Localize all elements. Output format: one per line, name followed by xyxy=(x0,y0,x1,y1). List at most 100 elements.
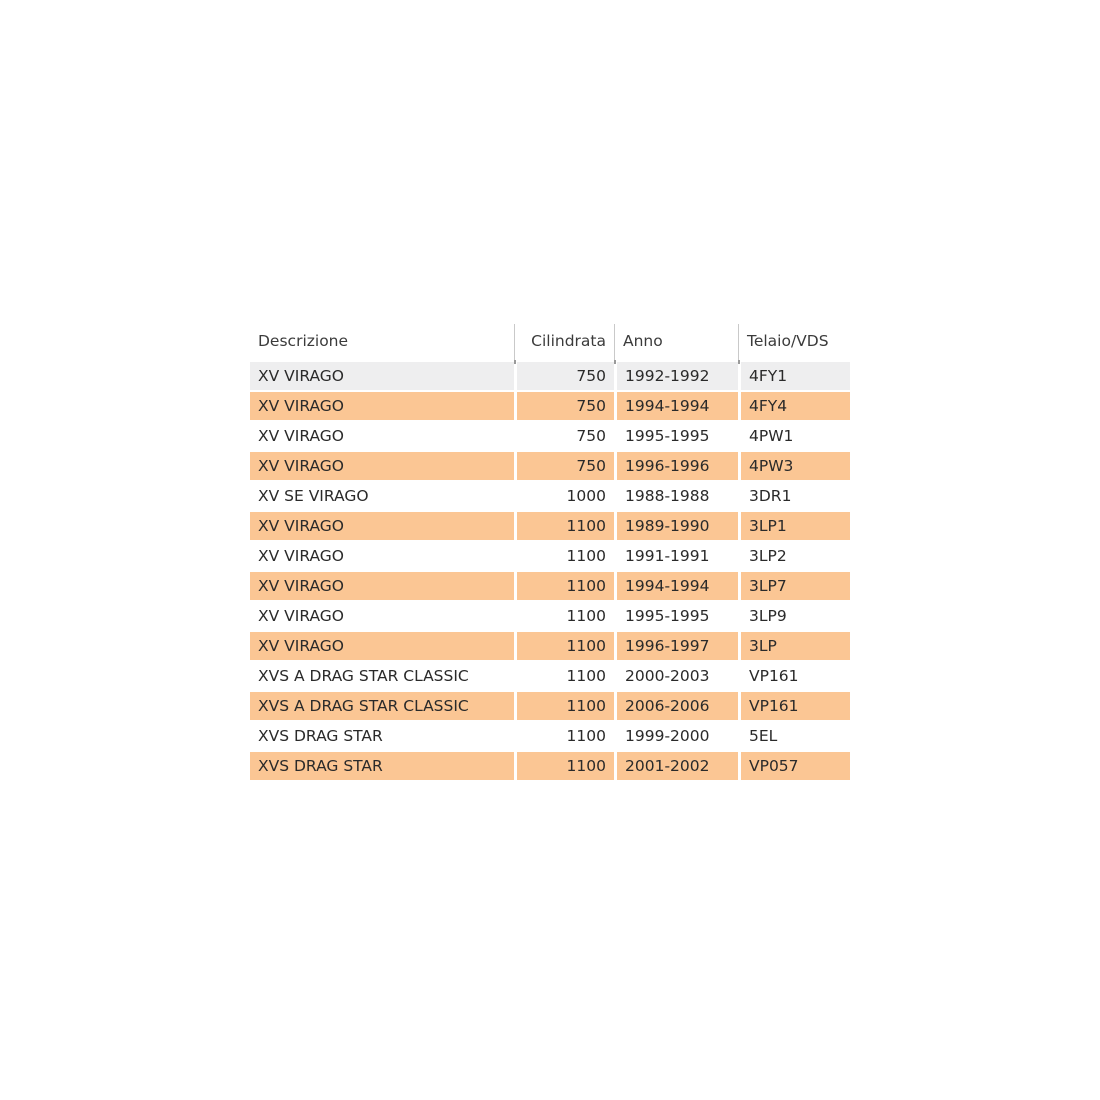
cell-cilindrata: 1100 xyxy=(514,571,614,601)
cell-value-cilindrata: 1100 xyxy=(517,512,614,540)
table-row[interactable]: XV VIRAGO 750 1996-1996 4PW3 xyxy=(250,451,850,481)
cell-descrizione: XVS A DRAG STAR CLASSIC xyxy=(250,661,514,691)
cell-cilindrata: 1100 xyxy=(514,691,614,721)
cell-value-cilindrata: 1100 xyxy=(517,542,614,570)
cell-cilindrata: 1100 xyxy=(514,661,614,691)
cell-value-cilindrata: 1100 xyxy=(517,722,614,750)
table-row[interactable]: XV VIRAGO 750 1995-1995 4PW1 xyxy=(250,421,850,451)
cell-value-cilindrata: 1100 xyxy=(517,602,614,630)
cell-value-anno: 1995-1995 xyxy=(617,422,738,450)
cell-anno: 1999-2000 xyxy=(614,721,738,751)
table-row[interactable]: XV SE VIRAGO 1000 1988-1988 3DR1 xyxy=(250,481,850,511)
cell-cilindrata: 1100 xyxy=(514,511,614,541)
cell-value-anno: 1989-1990 xyxy=(617,512,738,540)
cell-cilindrata: 1100 xyxy=(514,601,614,631)
cell-value-telaio: 5EL xyxy=(741,722,850,750)
cell-value-cilindrata: 750 xyxy=(517,422,614,450)
cell-value-anno: 1996-1997 xyxy=(617,632,738,660)
cell-value-telaio: 4FY1 xyxy=(741,362,850,390)
cell-value-cilindrata: 750 xyxy=(517,452,614,480)
cell-cilindrata: 750 xyxy=(514,391,614,421)
cell-value-descrizione: XV VIRAGO xyxy=(250,572,514,600)
cell-value-cilindrata: 1100 xyxy=(517,632,614,660)
cell-descrizione: XV VIRAGO xyxy=(250,451,514,481)
table-row[interactable]: XVS DRAG STAR 1100 2001-2002 VP057 xyxy=(250,751,850,781)
cell-telaio: 3LP2 xyxy=(738,541,850,571)
cell-anno: 1988-1988 xyxy=(614,481,738,511)
cell-value-descrizione: XV VIRAGO xyxy=(250,362,514,390)
cell-value-descrizione: XV VIRAGO xyxy=(250,542,514,570)
cell-value-telaio: 4PW1 xyxy=(741,422,850,450)
cell-value-descrizione: XV VIRAGO xyxy=(250,602,514,630)
cell-descrizione: XV VIRAGO xyxy=(250,391,514,421)
cell-value-anno: 1991-1991 xyxy=(617,542,738,570)
cell-cilindrata: 1100 xyxy=(514,541,614,571)
cell-anno: 1995-1995 xyxy=(614,601,738,631)
cell-anno: 1994-1994 xyxy=(614,571,738,601)
column-header-cilindrata[interactable]: Cilindrata xyxy=(514,324,614,364)
cell-telaio: 4PW3 xyxy=(738,451,850,481)
cell-descrizione: XVS DRAG STAR xyxy=(250,751,514,781)
cell-value-cilindrata: 1100 xyxy=(517,752,614,780)
cell-value-cilindrata: 750 xyxy=(517,392,614,420)
cell-value-anno: 1992-1992 xyxy=(617,362,738,390)
table-row[interactable]: XVS A DRAG STAR CLASSIC 1100 2000-2003 VP16… xyxy=(250,661,850,691)
cell-value-telaio: 3LP xyxy=(741,632,850,660)
cell-value-telaio: VP161 xyxy=(741,692,850,720)
table-row[interactable]: XVS DRAG STAR 1100 1999-2000 5EL xyxy=(250,721,850,751)
cell-anno: 1991-1991 xyxy=(614,541,738,571)
table-row[interactable]: XV VIRAGO 1100 1994-1994 3LP7 xyxy=(250,571,850,601)
cell-value-anno: 1995-1995 xyxy=(617,602,738,630)
cell-descrizione: XV VIRAGO xyxy=(250,421,514,451)
cell-cilindrata: 1000 xyxy=(514,481,614,511)
cell-descrizione: XVS A DRAG STAR CLASSIC xyxy=(250,691,514,721)
table-row[interactable]: XV VIRAGO 1100 1989-1990 3LP1 xyxy=(250,511,850,541)
cell-anno: 1995-1995 xyxy=(614,421,738,451)
cell-value-descrizione: XV VIRAGO xyxy=(250,422,514,450)
cell-cilindrata: 750 xyxy=(514,361,614,391)
cell-telaio: 3LP9 xyxy=(738,601,850,631)
table-row[interactable]: XV VIRAGO 1100 1996-1997 3LP xyxy=(250,631,850,661)
cell-value-anno: 1988-1988 xyxy=(617,482,738,510)
cell-anno: 2000-2003 xyxy=(614,661,738,691)
cell-descrizione: XV VIRAGO xyxy=(250,541,514,571)
column-header-descrizione[interactable]: Descrizione xyxy=(250,324,514,361)
cell-value-anno: 1996-1996 xyxy=(617,452,738,480)
column-header-anno[interactable]: Anno xyxy=(614,324,738,364)
cell-value-descrizione: XV SE VIRAGO xyxy=(250,482,514,510)
cell-cilindrata: 750 xyxy=(514,421,614,451)
table-row[interactable]: XV VIRAGO 1100 1991-1991 3LP2 xyxy=(250,541,850,571)
table-row[interactable]: XV VIRAGO 750 1992-1992 4FY1 xyxy=(250,361,850,391)
cell-value-anno: 1994-1994 xyxy=(617,572,738,600)
cell-value-cilindrata: 1100 xyxy=(517,572,614,600)
cell-value-telaio: VP161 xyxy=(741,662,850,690)
cell-value-anno: 2001-2002 xyxy=(617,752,738,780)
cell-telaio: 3LP xyxy=(738,631,850,661)
table-row[interactable]: XV VIRAGO 1100 1995-1995 3LP9 xyxy=(250,601,850,631)
table-row[interactable]: XV VIRAGO 750 1994-1994 4FY4 xyxy=(250,391,850,421)
cell-value-anno: 2000-2003 xyxy=(617,662,738,690)
cell-telaio: VP161 xyxy=(738,691,850,721)
cell-anno: 2006-2006 xyxy=(614,691,738,721)
cell-value-telaio: 3LP9 xyxy=(741,602,850,630)
column-header-telaio-vds[interactable]: Telaio/VDS xyxy=(738,324,850,364)
cell-descrizione: XV VIRAGO xyxy=(250,511,514,541)
cell-telaio: 4FY4 xyxy=(738,391,850,421)
cell-anno: 2001-2002 xyxy=(614,751,738,781)
cell-value-descrizione: XVS DRAG STAR xyxy=(250,722,514,750)
cell-value-cilindrata: 750 xyxy=(517,362,614,390)
cell-value-telaio: 3LP7 xyxy=(741,572,850,600)
cell-descrizione: XV VIRAGO xyxy=(250,361,514,391)
cell-cilindrata: 1100 xyxy=(514,751,614,781)
table-row[interactable]: XVS A DRAG STAR CLASSIC 1100 2006-2006 VP16… xyxy=(250,691,850,721)
cell-value-telaio: 3DR1 xyxy=(741,482,850,510)
cell-descrizione: XVS DRAG STAR xyxy=(250,721,514,751)
cell-telaio: VP161 xyxy=(738,661,850,691)
cell-value-cilindrata: 1100 xyxy=(517,692,614,720)
cell-anno: 1996-1997 xyxy=(614,631,738,661)
cell-value-cilindrata: 1100 xyxy=(517,662,614,690)
cell-telaio: 3LP1 xyxy=(738,511,850,541)
cell-value-telaio: 3LP1 xyxy=(741,512,850,540)
cell-descrizione: XV VIRAGO xyxy=(250,631,514,661)
